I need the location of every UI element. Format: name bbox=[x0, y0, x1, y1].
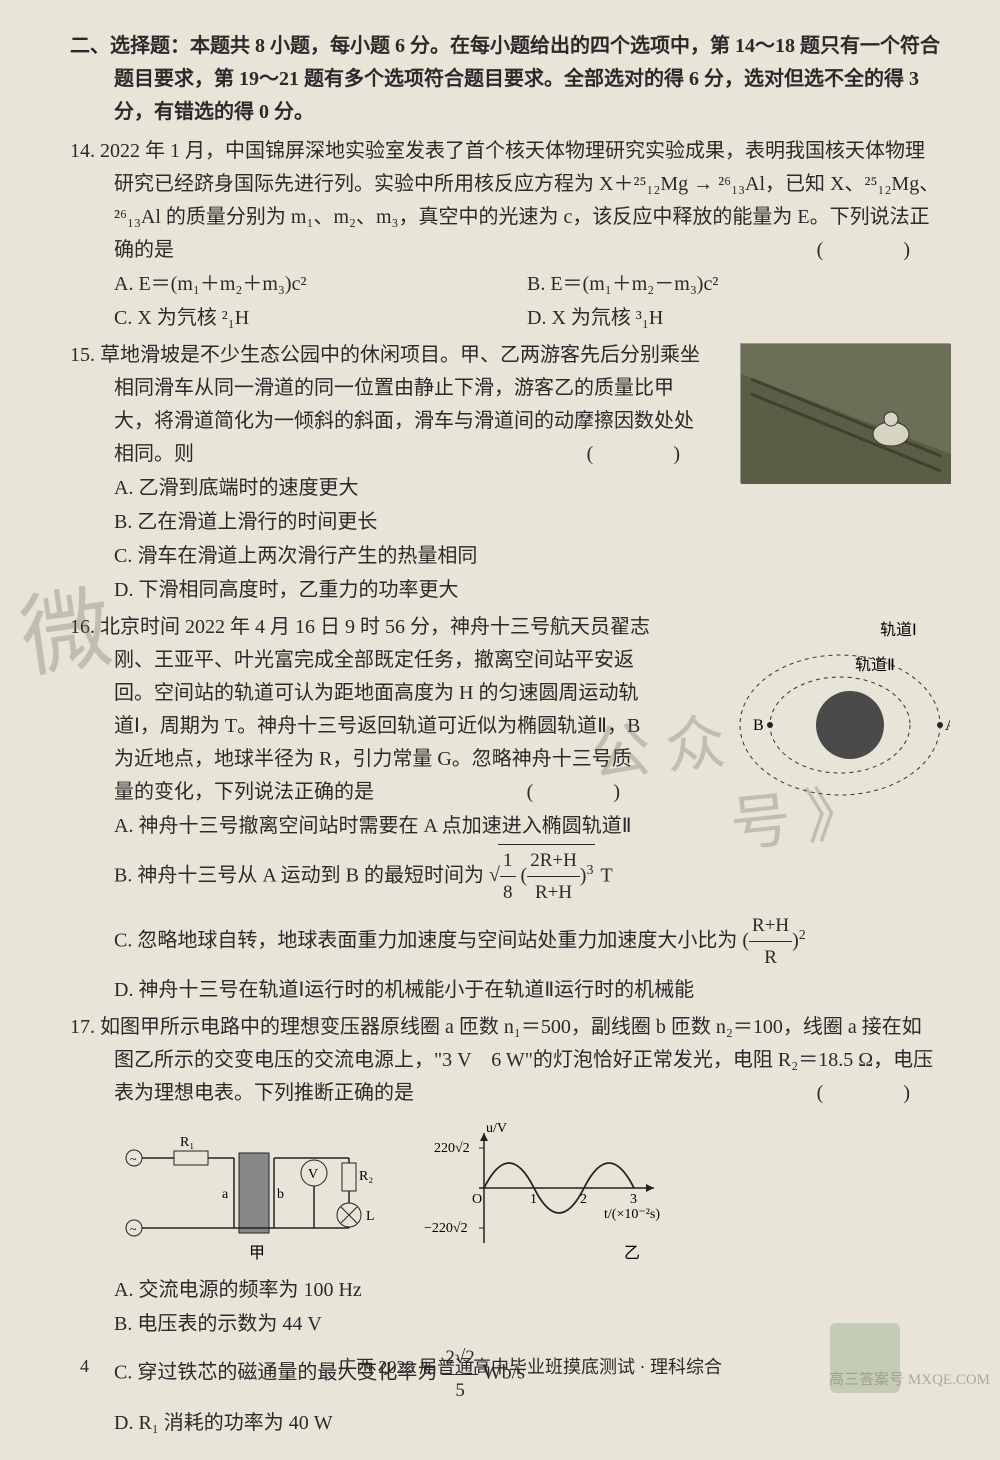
q16-opt-d: D. 神舟十三号在轨道Ⅰ运行时的机械能小于在轨道Ⅱ运行时的机械能 bbox=[114, 974, 940, 1007]
transformer-circuit: ~ ~ R₁ a b V R₂ bbox=[114, 1118, 394, 1268]
svg-text:t/(×10⁻²s): t/(×10⁻²s) bbox=[604, 1207, 660, 1222]
q14-options: A. E＝(m₁＋m₂＋m₃)c² B. E＝(m₁＋m₂－m₃)c² C. X… bbox=[70, 267, 940, 335]
page-number: 4 bbox=[80, 1356, 120, 1377]
svg-text:L: L bbox=[366, 1209, 375, 1224]
q15-figure bbox=[740, 343, 950, 483]
svg-text:~: ~ bbox=[130, 1152, 137, 1166]
q17-opt-d: D. R₁ 消耗的功率为 40 W bbox=[114, 1407, 940, 1440]
svg-text:1: 1 bbox=[530, 1192, 537, 1207]
svg-text:220√2: 220√2 bbox=[434, 1141, 470, 1156]
sqrt-icon bbox=[489, 864, 498, 886]
q14-opt-c: C. X 为氕核 ²₁H bbox=[114, 302, 527, 335]
q14-number: 14. bbox=[70, 140, 95, 162]
answer-paren: ( ) bbox=[571, 776, 650, 809]
q17-text: 如图甲所示电路中的理想变压器原线圈 a 匝数 n₁＝500，副线圈 b 匝数 n… bbox=[100, 1016, 933, 1104]
svg-text:2: 2 bbox=[580, 1192, 587, 1207]
answer-paren: ( ) bbox=[861, 234, 940, 267]
footer-title: 广西 2023 届普通高中毕业班摸底测试 · 理科综合 bbox=[120, 1353, 940, 1379]
q15-opt-b: B. 乙在滑道上滑行的时间更长 bbox=[114, 506, 940, 539]
q15-options: A. 乙滑到底端时的速度更大 B. 乙在滑道上滑行的时间更长 C. 滑车在滑道上… bbox=[70, 472, 940, 607]
q17-number: 17. bbox=[70, 1016, 95, 1038]
section-heading: 二、选择题：本题共 8 小题，每小题 6 分。在每小题给出的四个选项中，第 14… bbox=[70, 30, 940, 129]
question-16: A B 轨道Ⅰ 轨道Ⅱ 16. 北京时间 2022 年 4 月 16 日 9 时… bbox=[70, 611, 940, 1007]
q16-number: 16. bbox=[70, 616, 95, 638]
svg-text:R₁: R₁ bbox=[180, 1135, 194, 1150]
q17-opt-b: B. 电压表的示数为 44 V bbox=[114, 1308, 940, 1341]
svg-text:−220√2: −220√2 bbox=[424, 1221, 468, 1236]
svg-text:b: b bbox=[277, 1187, 284, 1202]
svg-text:~: ~ bbox=[130, 1222, 137, 1236]
q15-opt-c: C. 滑车在滑道上两次滑行产生的热量相同 bbox=[114, 540, 940, 573]
q17-opt-a: A. 交流电源的频率为 100 Hz bbox=[114, 1274, 940, 1307]
orbit1-label: 轨道Ⅰ bbox=[880, 621, 917, 639]
svg-text:O: O bbox=[472, 1192, 482, 1207]
q16-c-pre: C. 忽略地球自转，地球表面重力加速度与空间站处重力加速度大小比为 bbox=[114, 929, 737, 951]
q14-stem: 14. 2022 年 1 月，中国锦屏深地实验室发表了首个核天体物理研究实验成果… bbox=[70, 135, 940, 267]
q16-text: 北京时间 2022 年 4 月 16 日 9 时 56 分，神舟十三号航天员翟志… bbox=[100, 616, 650, 803]
orbit-diagram: A B 轨道Ⅰ 轨道Ⅱ bbox=[680, 615, 950, 815]
q16-opt-b: B. 神舟十三号从 A 运动到 B 的最短时间为 18 (2R+HR+H)3 T bbox=[114, 844, 940, 909]
q16-figure: A B 轨道Ⅰ 轨道Ⅱ bbox=[680, 615, 950, 815]
svg-text:甲: 甲 bbox=[249, 1245, 265, 1262]
q16-b-pre: B. 神舟十三号从 A 运动到 B 的最短时间为 bbox=[114, 864, 484, 886]
svg-text:a: a bbox=[222, 1187, 229, 1202]
page-footer: 4 广西 2023 届普通高中毕业班摸底测试 · 理科综合 bbox=[80, 1353, 940, 1379]
question-15: 15. 草地滑坡是不少生态公园中的休闲项目。甲、乙两游客先后分别乘坐相同滑车从同… bbox=[70, 339, 940, 607]
q16-options: A. 神舟十三号撤离空间站时需要在 A 点加速进入椭圆轨道Ⅱ B. 神舟十三号从… bbox=[70, 810, 940, 1007]
q15-opt-d: D. 下滑相同高度时，乙重力的功率更大 bbox=[114, 574, 940, 607]
q14-text: 2022 年 1 月，中国锦屏深地实验室发表了首个核天体物理研究实验成果，表明我… bbox=[100, 140, 939, 261]
answer-paren: ( ) bbox=[861, 1077, 940, 1110]
svg-text:乙: 乙 bbox=[624, 1245, 640, 1262]
q17-figures: ~ ~ R₁ a b V R₂ bbox=[70, 1118, 940, 1268]
q17-stem: 17. 如图甲所示电路中的理想变压器原线圈 a 匝数 n₁＝500，副线圈 b … bbox=[70, 1011, 940, 1110]
exam-page: 二、选择题：本题共 8 小题，每小题 6 分。在每小题给出的四个选项中，第 14… bbox=[0, 0, 1000, 1460]
svg-text:u/V: u/V bbox=[486, 1121, 507, 1136]
svg-text:V: V bbox=[308, 1167, 318, 1182]
orbit2-label: 轨道Ⅱ bbox=[855, 656, 895, 674]
ac-waveform: 220√2 −220√2 O 1 2 3 u/V t/(×10⁻²s) 乙 bbox=[424, 1118, 684, 1268]
q16-b-tail: T bbox=[600, 864, 612, 886]
svg-text:R₂: R₂ bbox=[359, 1169, 373, 1184]
q16-opt-c: C. 忽略地球自转，地球表面重力加速度与空间站处重力加速度大小比为 (R+HR)… bbox=[114, 910, 940, 974]
svg-text:3: 3 bbox=[630, 1192, 637, 1207]
q14-opt-b: B. E＝(m₁＋m₂－m₃)c² bbox=[527, 268, 940, 301]
grass-slide-photo bbox=[741, 344, 951, 484]
orbit-point-b: B bbox=[753, 717, 764, 734]
answer-paren: ( ) bbox=[631, 438, 710, 471]
question-14: 14. 2022 年 1 月，中国锦屏深地实验室发表了首个核天体物理研究实验成果… bbox=[70, 135, 940, 335]
orbit-point-a: A bbox=[945, 717, 950, 734]
q14-opt-a: A. E＝(m₁＋m₂＋m₃)c² bbox=[114, 268, 527, 301]
q15-number: 15. bbox=[70, 344, 95, 366]
q14-opt-d: D. X 为氘核 ³₁H bbox=[527, 302, 940, 335]
